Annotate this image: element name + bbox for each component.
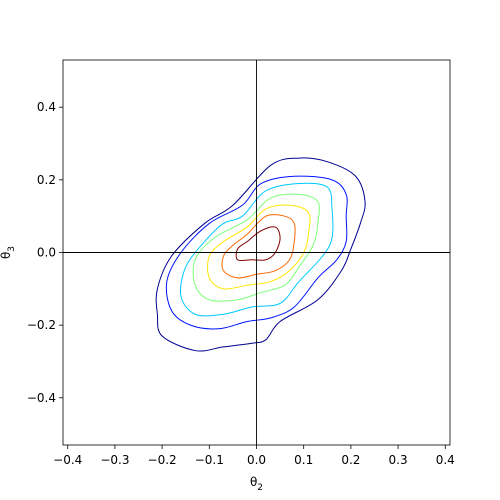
y-tick-label: 0.0 bbox=[37, 246, 56, 260]
y-tick-label: 0.4 bbox=[37, 100, 56, 114]
y-tick-label: −0.4 bbox=[27, 391, 56, 405]
contour-level-6 bbox=[221, 214, 296, 279]
contour-level-7 bbox=[235, 226, 281, 262]
contour-level-1 bbox=[155, 157, 366, 352]
x-tick-label: 0.0 bbox=[247, 453, 266, 467]
reference-lines bbox=[63, 60, 450, 445]
contour-level-3 bbox=[180, 182, 334, 317]
x-tick-label: 0.4 bbox=[436, 453, 455, 467]
x-tick-label: −0.2 bbox=[148, 453, 177, 467]
y-axis-ticks: −0.4 −0.2 0.0 0.2 0.4 bbox=[27, 100, 63, 405]
y-tick-label: 0.2 bbox=[37, 173, 56, 187]
x-axis-ticks: −0.4 −0.3 −0.2 −0.1 0.0 0.1 0.2 0.3 0.4 bbox=[53, 445, 455, 467]
contour-lines bbox=[155, 157, 366, 352]
y-axis-label: θ3 bbox=[0, 246, 17, 259]
x-tick-label: −0.1 bbox=[195, 453, 224, 467]
contour-level-4 bbox=[192, 193, 320, 302]
x-tick-label: −0.3 bbox=[100, 453, 129, 467]
y-tick-label: −0.2 bbox=[27, 318, 56, 332]
x-axis-label: θ2 bbox=[250, 475, 263, 493]
contour-level-5 bbox=[207, 204, 311, 290]
contour-level-2 bbox=[165, 175, 348, 330]
x-tick-label: 0.2 bbox=[341, 453, 360, 467]
x-tick-label: −0.4 bbox=[53, 453, 82, 467]
x-tick-label: 0.3 bbox=[389, 453, 408, 467]
x-tick-label: 0.1 bbox=[294, 453, 313, 467]
